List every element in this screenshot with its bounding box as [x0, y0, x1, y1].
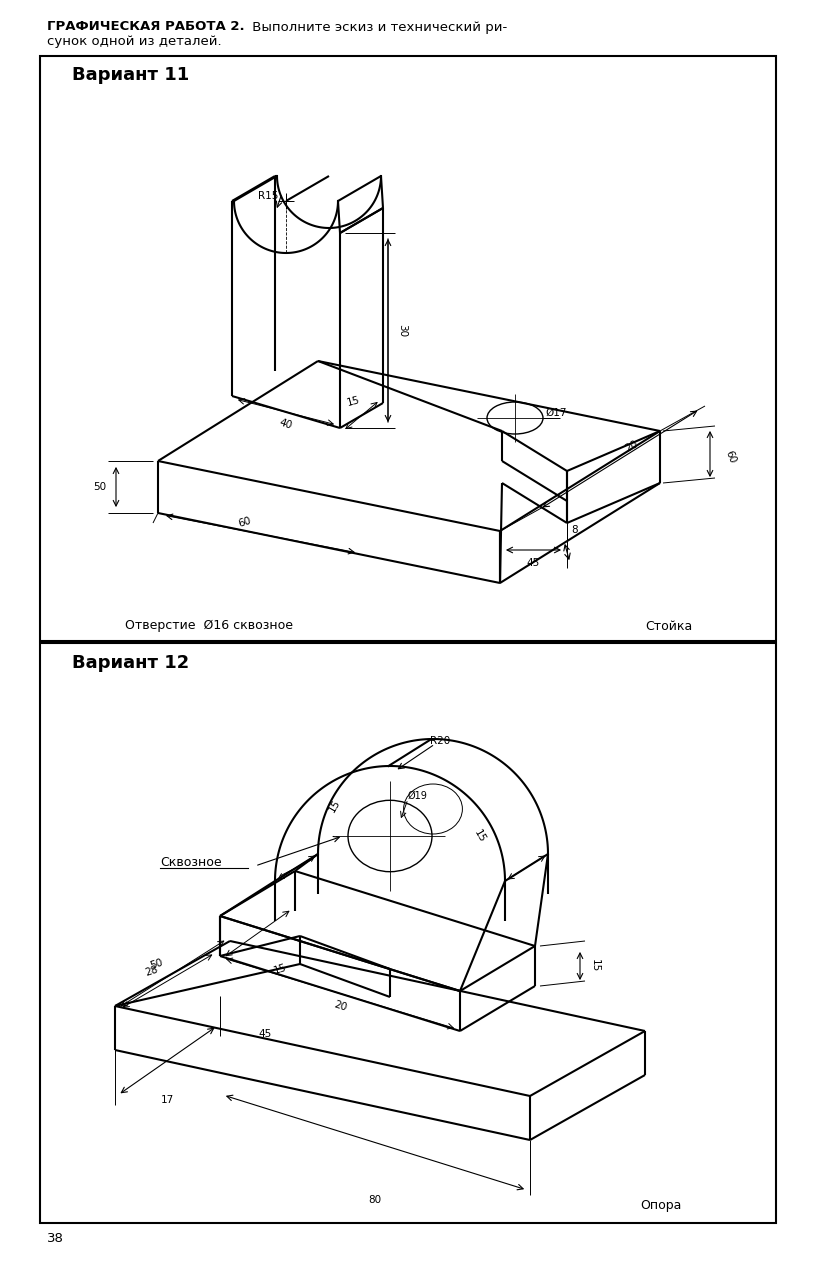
Text: 60: 60: [723, 449, 737, 465]
Bar: [40, 56, 776, 641]
Text: 28: 28: [144, 965, 160, 977]
Text: Ø19: Ø19: [408, 791, 428, 801]
Text: Сквозное: Сквозное: [160, 857, 222, 869]
Text: 20: 20: [332, 999, 348, 1013]
Text: сунок одной из деталей.: сунок одной из деталей.: [47, 36, 222, 48]
Text: Вариант 11: Вариант 11: [72, 66, 189, 84]
Text: Опора: Опора: [640, 1200, 681, 1213]
Text: R20: R20: [430, 736, 450, 746]
Text: 40: 40: [278, 417, 294, 431]
Text: Стойка: Стойка: [645, 619, 692, 633]
Text: 15: 15: [345, 394, 361, 408]
Text: 45: 45: [526, 558, 539, 568]
Bar: [40, 643, 776, 1223]
Text: 15: 15: [327, 798, 343, 815]
Text: ГРАФИЧЕСКАЯ РАБОТА 2.: ГРАФИЧЕСКАЯ РАБОТА 2.: [47, 20, 245, 33]
Text: 60: 60: [237, 515, 253, 529]
Text: 15: 15: [273, 962, 288, 976]
Text: 8: 8: [572, 525, 579, 535]
Text: 17: 17: [161, 1096, 174, 1104]
Text: Вариант 12: Вариант 12: [72, 655, 189, 672]
Text: 50: 50: [149, 957, 165, 971]
Text: R15: R15: [258, 191, 278, 201]
Text: 15: 15: [472, 827, 488, 844]
Text: Отверстие  Ø16 сквозное: Отверстие Ø16 сквозное: [125, 619, 293, 633]
Text: Выполните эскиз и технический ри-: Выполните эскиз и технический ри-: [248, 20, 508, 33]
Text: 15: 15: [590, 960, 600, 972]
Text: 80: 80: [369, 1195, 382, 1205]
Text: 20: 20: [624, 438, 640, 454]
Text: 30: 30: [397, 324, 407, 338]
Text: Ø17: Ø17: [545, 408, 566, 418]
Text: 45: 45: [259, 1030, 272, 1038]
Text: 38: 38: [47, 1233, 64, 1246]
Text: 50: 50: [94, 482, 107, 492]
